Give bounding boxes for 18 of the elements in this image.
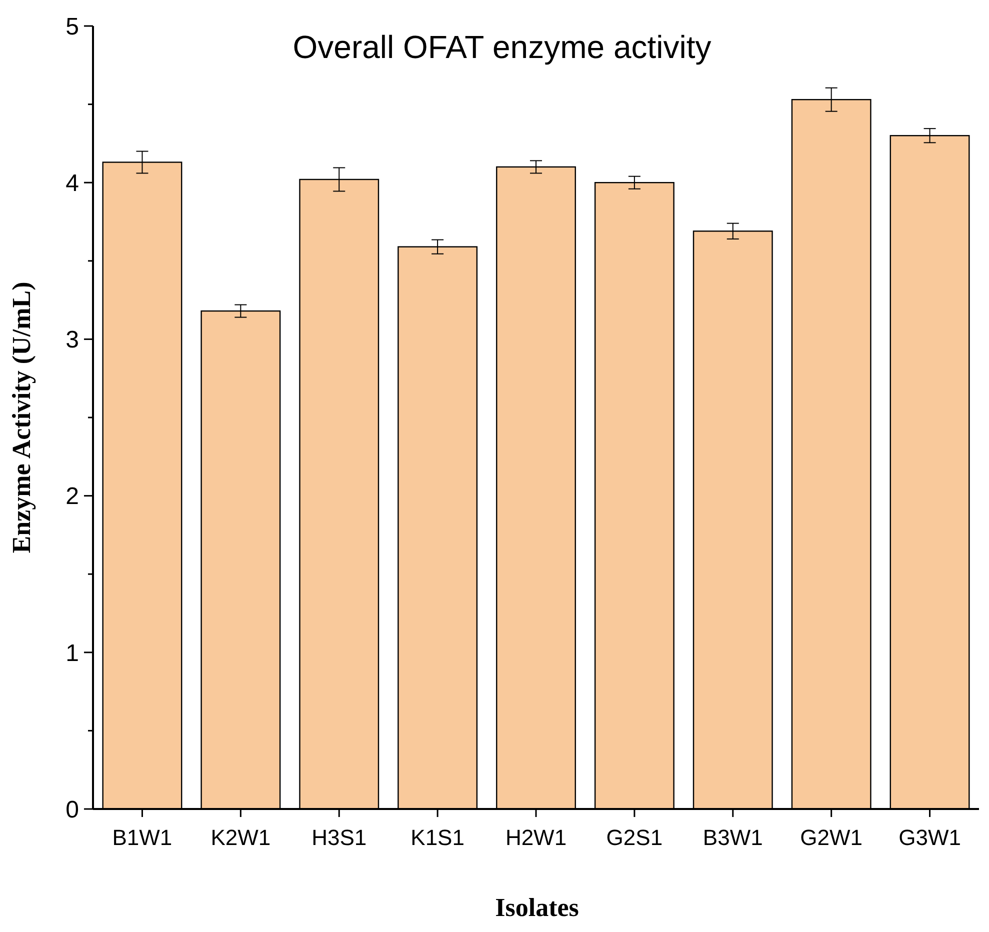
x-tick-label: G2S1 bbox=[606, 825, 663, 850]
x-tick-label: G3W1 bbox=[898, 825, 961, 850]
y-tick-label: 3 bbox=[66, 326, 79, 354]
chart-title: Overall OFAT enzyme activity bbox=[292, 29, 712, 65]
y-tick-label: 5 bbox=[66, 13, 79, 40]
y-tick-label: 4 bbox=[66, 170, 79, 197]
y-tick-label: 0 bbox=[66, 796, 79, 824]
x-axis-title: Isolates bbox=[495, 893, 579, 922]
x-tick-label: B1W1 bbox=[112, 825, 172, 850]
x-tick-label: K2W1 bbox=[210, 825, 271, 850]
x-tick-label: H3S1 bbox=[312, 825, 367, 850]
x-tick-label: G2W1 bbox=[800, 825, 863, 850]
x-tick-label: H2W1 bbox=[505, 825, 567, 850]
y-tick-label: 2 bbox=[66, 483, 79, 510]
y-tick-label: 1 bbox=[66, 640, 79, 667]
x-tick-label: K1S1 bbox=[410, 825, 464, 850]
y-axis-title: Enzyme Activity (U/mL) bbox=[7, 282, 36, 554]
x-tick-label: B3W1 bbox=[702, 825, 763, 850]
